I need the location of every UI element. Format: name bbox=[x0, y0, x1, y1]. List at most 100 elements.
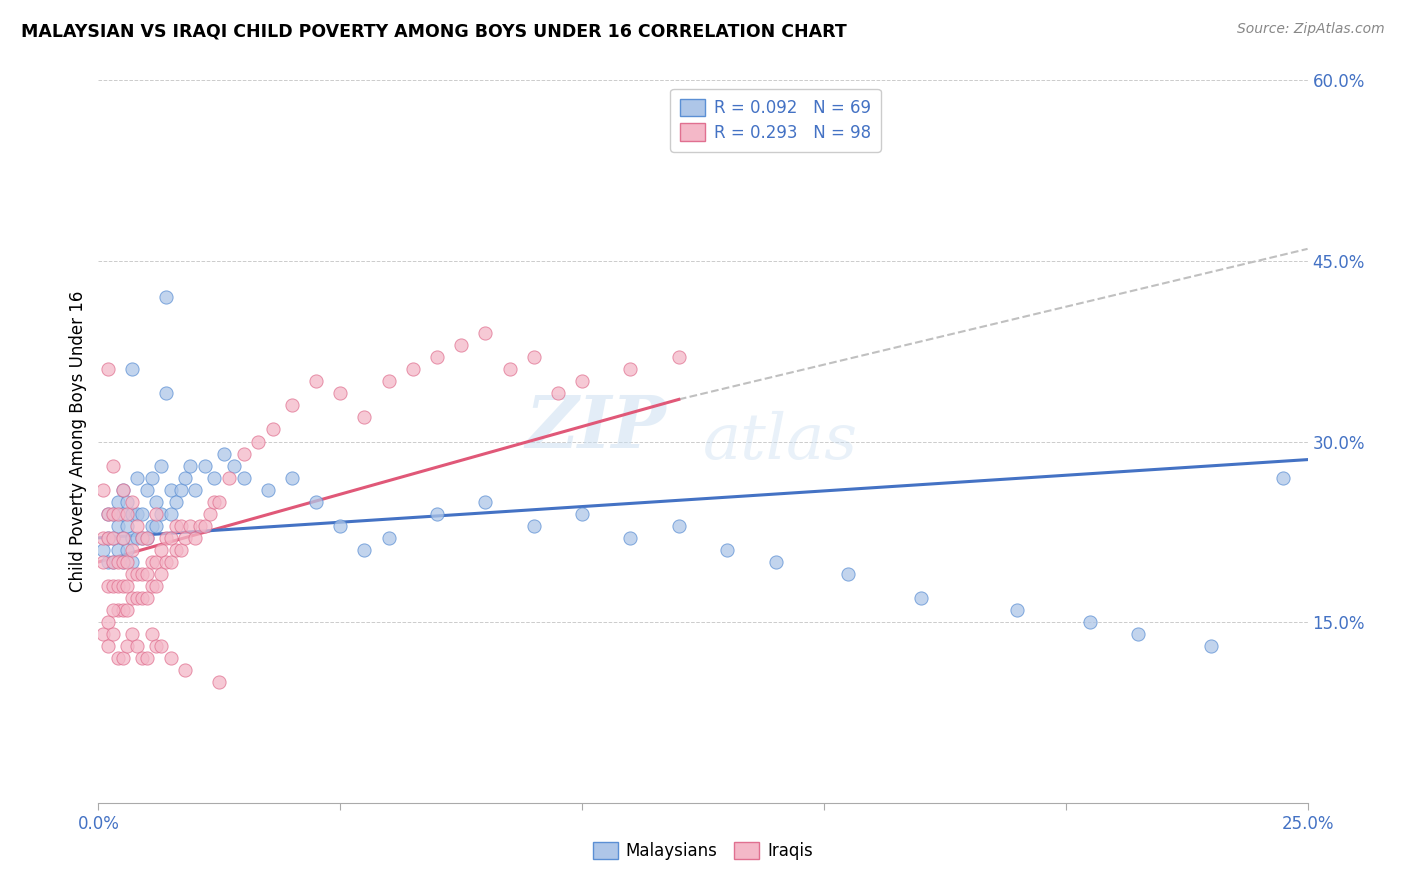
Point bbox=[101, 531, 124, 545]
Point bbox=[111, 531, 134, 545]
Point bbox=[837, 567, 859, 582]
Point bbox=[523, 518, 546, 533]
Point bbox=[97, 639, 120, 653]
Point bbox=[121, 542, 143, 557]
Point bbox=[184, 483, 207, 497]
Point bbox=[121, 555, 143, 569]
Point bbox=[131, 531, 153, 545]
Point bbox=[426, 507, 449, 521]
Point bbox=[97, 531, 120, 545]
Point bbox=[281, 398, 304, 412]
Point bbox=[247, 434, 270, 449]
Point bbox=[571, 507, 593, 521]
Point bbox=[169, 542, 191, 557]
Point bbox=[141, 627, 163, 641]
Point bbox=[305, 494, 328, 508]
Point bbox=[107, 542, 129, 557]
Point bbox=[127, 567, 149, 582]
Point bbox=[107, 651, 129, 665]
Point bbox=[353, 542, 375, 557]
Point bbox=[141, 518, 163, 533]
Point bbox=[121, 591, 143, 605]
Point bbox=[127, 639, 149, 653]
Point bbox=[97, 615, 120, 630]
Point bbox=[107, 555, 129, 569]
Point bbox=[135, 531, 157, 545]
Point bbox=[150, 507, 173, 521]
Point bbox=[208, 494, 231, 508]
Y-axis label: Child Poverty Among Boys Under 16: Child Poverty Among Boys Under 16 bbox=[69, 291, 87, 592]
Point bbox=[165, 494, 187, 508]
Point bbox=[121, 567, 143, 582]
Point bbox=[668, 518, 690, 533]
Point bbox=[619, 531, 641, 545]
Point bbox=[117, 639, 139, 653]
Text: atlas: atlas bbox=[703, 410, 858, 473]
Point bbox=[135, 591, 157, 605]
Point bbox=[121, 494, 143, 508]
Point bbox=[117, 555, 139, 569]
Point bbox=[101, 507, 124, 521]
Point bbox=[174, 664, 197, 678]
Point bbox=[204, 470, 226, 484]
Point bbox=[121, 531, 143, 545]
Point bbox=[571, 374, 593, 388]
Point bbox=[184, 531, 207, 545]
Point bbox=[107, 518, 129, 533]
Point bbox=[160, 483, 183, 497]
Point bbox=[377, 531, 399, 545]
Point bbox=[131, 531, 153, 545]
Text: MALAYSIAN VS IRAQI CHILD POVERTY AMONG BOYS UNDER 16 CORRELATION CHART: MALAYSIAN VS IRAQI CHILD POVERTY AMONG B… bbox=[21, 22, 846, 40]
Point bbox=[111, 483, 134, 497]
Point bbox=[212, 446, 235, 460]
Point bbox=[145, 579, 167, 593]
Point bbox=[121, 627, 143, 641]
Point bbox=[101, 627, 124, 641]
Point bbox=[145, 639, 167, 653]
Point bbox=[160, 651, 183, 665]
Point bbox=[1007, 603, 1029, 617]
Point bbox=[155, 531, 177, 545]
Point bbox=[1128, 627, 1150, 641]
Point bbox=[256, 483, 278, 497]
Point bbox=[135, 651, 157, 665]
Point bbox=[107, 603, 129, 617]
Point bbox=[111, 507, 134, 521]
Point bbox=[111, 603, 134, 617]
Point bbox=[426, 350, 449, 364]
Point bbox=[121, 362, 143, 376]
Point bbox=[218, 470, 240, 484]
Point bbox=[150, 458, 173, 473]
Text: Source: ZipAtlas.com: Source: ZipAtlas.com bbox=[1237, 22, 1385, 37]
Point bbox=[111, 555, 134, 569]
Point bbox=[111, 555, 134, 569]
Point bbox=[160, 531, 183, 545]
Point bbox=[174, 531, 197, 545]
Point bbox=[165, 542, 187, 557]
Point bbox=[150, 542, 173, 557]
Point bbox=[474, 494, 496, 508]
Point bbox=[402, 362, 425, 376]
Point bbox=[198, 507, 221, 521]
Point bbox=[127, 531, 149, 545]
Point bbox=[329, 518, 352, 533]
Point bbox=[194, 458, 217, 473]
Point bbox=[131, 567, 153, 582]
Point bbox=[91, 627, 114, 641]
Point bbox=[262, 422, 284, 436]
Point bbox=[97, 507, 120, 521]
Point bbox=[1078, 615, 1101, 630]
Text: ZIP: ZIP bbox=[526, 392, 666, 463]
Point bbox=[179, 458, 201, 473]
Point bbox=[1272, 470, 1295, 484]
Point bbox=[765, 555, 787, 569]
Point bbox=[91, 483, 114, 497]
Point bbox=[121, 507, 143, 521]
Point bbox=[169, 518, 191, 533]
Point bbox=[1199, 639, 1222, 653]
Point bbox=[155, 386, 177, 401]
Point bbox=[111, 531, 134, 545]
Point bbox=[101, 555, 124, 569]
Point bbox=[179, 518, 201, 533]
Point bbox=[101, 579, 124, 593]
